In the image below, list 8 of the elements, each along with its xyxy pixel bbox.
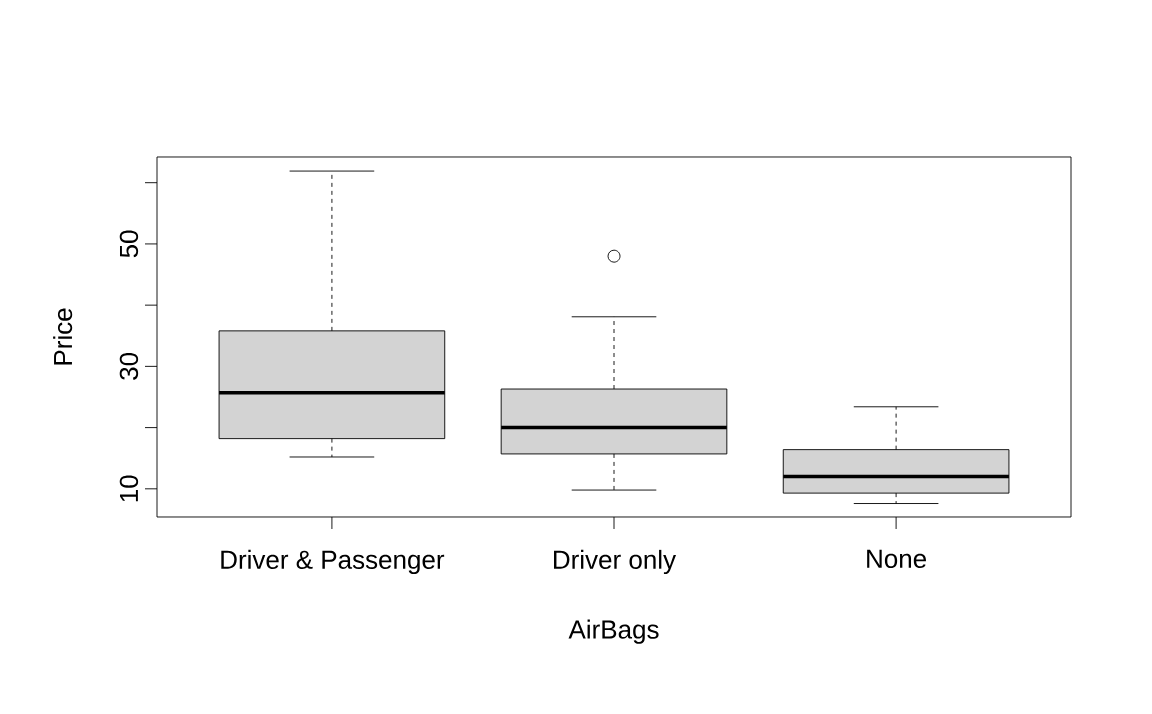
y-tick-label: 50 <box>119 230 139 258</box>
x-axis-title: AirBags <box>568 619 659 644</box>
y-tick-label: 10 <box>119 475 139 502</box>
x-tick-label: None <box>867 549 927 568</box>
y-tick-label: 30 <box>119 352 139 380</box>
x-tick-label: Driver only <box>554 549 677 575</box>
x-tick-label: Driver & Passenger <box>221 549 445 575</box>
y-axis-title: Price <box>53 308 73 365</box>
